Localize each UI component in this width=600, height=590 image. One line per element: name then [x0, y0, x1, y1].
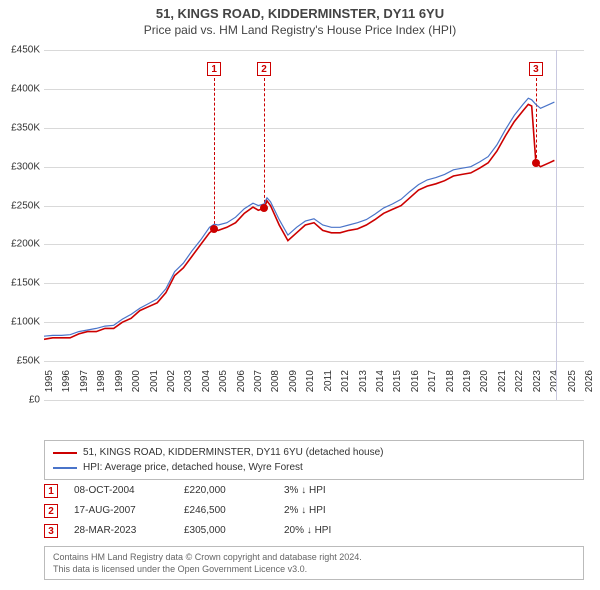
y-axis-label: £100K [0, 317, 40, 328]
y-axis-label: £0 [0, 395, 40, 406]
arrow-down-icon: ↓ [301, 485, 306, 496]
y-axis-label: £450K [0, 45, 40, 56]
y-axis-label: £150K [0, 278, 40, 289]
marker-number-box: 1 [207, 62, 221, 76]
series-lines [44, 50, 584, 400]
y-axis-label: £250K [0, 200, 40, 211]
legend-swatch [53, 452, 77, 454]
event-price: £220,000 [184, 482, 284, 500]
event-price: £246,500 [184, 502, 284, 520]
y-axis-label: £400K [0, 83, 40, 94]
series-hpi [44, 98, 554, 336]
y-axis-label: £350K [0, 122, 40, 133]
title-block: 51, KINGS ROAD, KIDDERMINSTER, DY11 6YU … [0, 0, 600, 39]
plot-region: £0£50K£100K£150K£200K£250K£300K£350K£400… [44, 50, 584, 400]
y-axis-label: £50K [0, 356, 40, 367]
events-table: 1 08-OCT-2004£220,0003% ↓ HPI 2 17-AUG-2007… [44, 482, 584, 542]
event-date: 28-MAR-2023 [74, 522, 184, 540]
chart-area: £0£50K£100K£150K£200K£250K£300K£350K£400… [44, 50, 584, 400]
event-number-box: 1 [44, 484, 58, 498]
event-row: 2 17-AUG-2007£246,5002% ↓ HPI [44, 502, 584, 520]
marker-number-box: 2 [257, 62, 271, 76]
legend-box: 51, KINGS ROAD, KIDDERMINSTER, DY11 6YU … [44, 440, 584, 480]
marker-dot [260, 204, 268, 212]
event-number-box: 3 [44, 524, 58, 538]
event-date: 17-AUG-2007 [74, 502, 184, 520]
footer-line: Contains HM Land Registry data © Crown c… [53, 551, 575, 563]
event-delta: 3% ↓ HPI [284, 482, 404, 500]
chart-container: 51, KINGS ROAD, KIDDERMINSTER, DY11 6YU … [0, 0, 600, 590]
legend-swatch [53, 467, 77, 469]
y-axis-label: £200K [0, 239, 40, 250]
x-axis-label: 2026 [584, 370, 595, 404]
y-axis-label: £300K [0, 161, 40, 172]
event-number-box: 2 [44, 504, 58, 518]
event-delta: 20% ↓ HPI [284, 522, 404, 540]
event-price: £305,000 [184, 522, 284, 540]
marker-dot [532, 159, 540, 167]
series-property [44, 104, 554, 339]
chart-subtitle: Price paid vs. HM Land Registry's House … [0, 23, 600, 37]
event-date: 08-OCT-2004 [74, 482, 184, 500]
marker-dot [210, 225, 218, 233]
legend-row: HPI: Average price, detached house, Wyre… [53, 460, 575, 475]
marker-number-box: 3 [529, 62, 543, 76]
legend-row: 51, KINGS ROAD, KIDDERMINSTER, DY11 6YU … [53, 445, 575, 460]
footer-line: This data is licensed under the Open Gov… [53, 563, 575, 575]
arrow-down-icon: ↓ [307, 525, 312, 536]
arrow-down-icon: ↓ [301, 505, 306, 516]
event-row: 3 28-MAR-2023£305,00020% ↓ HPI [44, 522, 584, 540]
legend-label: 51, KINGS ROAD, KIDDERMINSTER, DY11 6YU … [83, 445, 383, 460]
legend-label: HPI: Average price, detached house, Wyre… [83, 460, 303, 475]
event-row: 1 08-OCT-2004£220,0003% ↓ HPI [44, 482, 584, 500]
event-delta: 2% ↓ HPI [284, 502, 404, 520]
chart-title: 51, KINGS ROAD, KIDDERMINSTER, DY11 6YU [0, 6, 600, 21]
footer-attribution: Contains HM Land Registry data © Crown c… [44, 546, 584, 580]
